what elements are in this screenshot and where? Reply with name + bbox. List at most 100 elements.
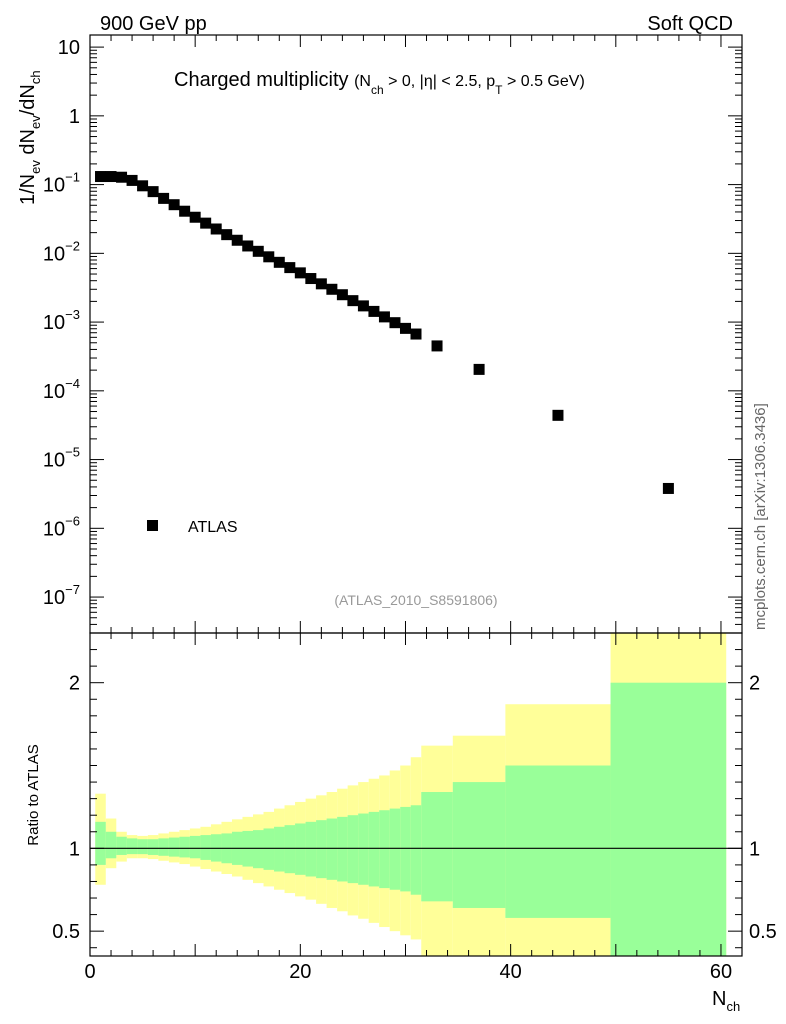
data-point [326,283,338,295]
ratio-plot-frame [89,632,743,957]
data-point [263,251,275,263]
data-point [552,409,564,421]
plot-title: Charged multiplicity (Nch > 0, |η| < 2.5… [174,69,585,97]
ylabel-b-sub: ev [28,115,43,129]
data-point [294,267,306,279]
band-inner-bin [189,835,201,859]
legend-label-atlas: ATLAS [188,519,238,536]
main-y-axis-label: 1/Nev dNev/dNch [17,70,43,205]
y-tick-label: 1 [69,106,80,128]
band-inner-bin [95,821,106,865]
band-inner-bin [263,828,275,870]
x-axis-label: Nch [712,988,740,1014]
data-point [200,217,212,229]
main-y-tick-labels: 10 1 10−1 10−2 10−3 10−4 10−5 10−6 10−7 [43,37,80,609]
y-tick-label: 10−5 [43,445,80,472]
band-inner-bin [116,836,127,855]
band-inner-bin [326,818,338,880]
band-inner-bin [105,831,117,859]
band-inner-bin [147,839,159,855]
plot-title-cut-mid: > 0, |η| < 2.5, p [384,73,496,90]
data-point [189,211,201,223]
band-inner-bin [284,825,296,874]
data-point [399,322,411,334]
data-point [105,171,117,183]
band-inner-bin [253,830,264,869]
ratio-bands [95,633,727,956]
data-point [168,199,180,211]
data-point [284,262,296,274]
data-point [662,482,674,494]
ratio-y-axis-label: Ratio to ATLAS [25,744,42,845]
axis-ticks [89,35,743,956]
band-inner-bin [347,815,359,884]
ratio-y-tick-label-left: 2 [69,673,80,695]
plot-title-cut-close: > 0.5 GeV) [503,73,585,90]
side-note-label: mcplots.cern.ch [arXiv:1306.3436] [752,403,769,630]
data-point [357,300,369,312]
x-tick-label: 60 [710,961,732,983]
band-inner-bin [400,806,411,892]
band-inner-bin [137,839,148,855]
data-point [242,240,254,252]
ratio-y-tick-label-right: 2 [749,673,760,695]
band-inner-bin [274,826,285,872]
ratio-y-tick-label-left: 0.5 [52,921,80,943]
band-inner-bin [337,816,348,882]
band-inner-bin [295,823,306,875]
data-point [147,186,159,198]
data-point [347,295,359,307]
x-tick-label: 20 [289,961,311,983]
ylabel-c-sub: ch [28,70,43,84]
band-inner-bin [452,782,506,908]
xlabel-base: N [712,988,726,1010]
header-right-label: Soft QCD [647,13,733,35]
x-tick-label: 0 [84,961,95,983]
band-inner-bin [200,835,211,860]
data-point [210,223,222,235]
band-inner-bin [610,682,727,956]
y-tick-label: 10−7 [43,582,80,609]
band-inner-bin [505,765,611,918]
xlabel-sub: ch [726,999,740,1014]
data-point [389,317,401,329]
analysis-tag: (ATLAS_2010_S8591806) [334,592,497,608]
y-tick-label: 10−2 [43,238,80,265]
data-point [231,234,243,246]
legend-marker-atlas [147,520,158,531]
band-inner-bin [368,811,380,887]
band-inner-bin [389,808,401,890]
ratio-y-tick-label-left: 1 [69,838,80,860]
data-point [116,171,128,183]
y-tick-label: 10−3 [43,307,80,334]
data-point [137,180,149,192]
data-point [431,340,443,352]
data-point [126,174,138,186]
ratio-y-tick-label-right: 1 [749,838,760,860]
band-inner-bin [126,838,138,855]
band-inner-bin [421,792,453,902]
y-tick-label: 10−1 [43,170,80,197]
ylabel-b: dN [17,129,39,160]
ylabel-a: 1/N [17,174,39,205]
data-point [315,278,327,290]
x-tick-label: 40 [500,961,522,983]
data-point [336,289,348,301]
data-point [273,256,285,268]
data-point [368,305,380,317]
ratio-y-tick-label-right: 0.5 [749,921,777,943]
y-tick-label: 10−4 [43,376,80,403]
band-inner-bin [316,820,327,879]
header-left-label: 900 GeV pp [100,13,207,35]
ylabel-a-sub: ev [28,160,43,174]
data-point [305,273,317,285]
data-point [378,311,390,323]
band-inner-bin [158,838,169,856]
plot-title-cut-open: (N [354,73,371,90]
ylabel-c: /dN [17,84,39,115]
y-tick-label: 10 [58,37,80,59]
plot-title-sub-pt: T [495,83,503,97]
data-point [410,328,422,340]
plot-title-sub-nch: ch [371,83,384,97]
